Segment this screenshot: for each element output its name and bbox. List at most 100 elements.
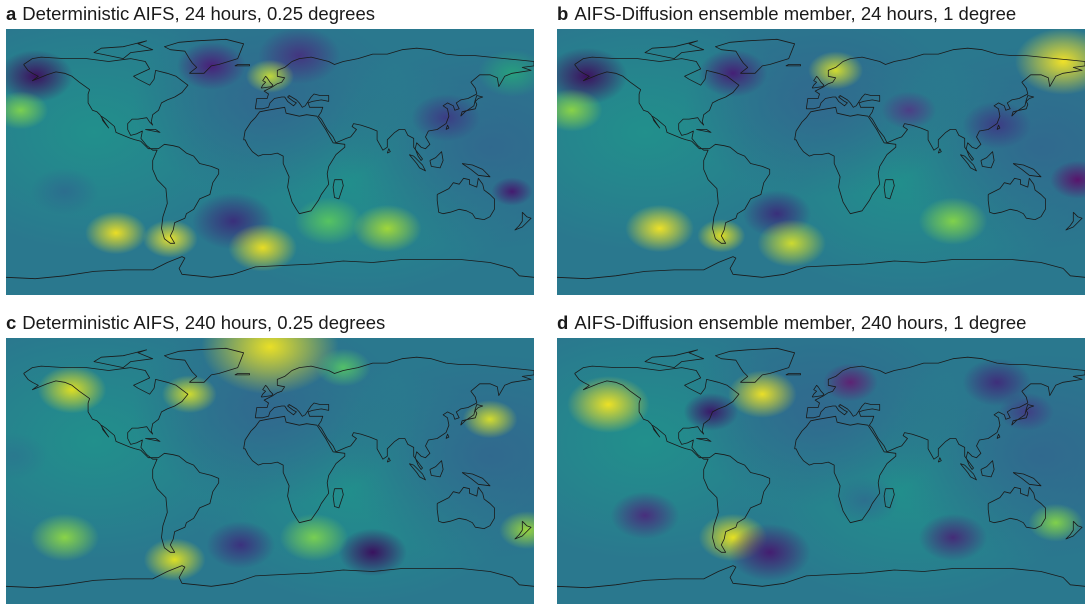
coastline: [408, 154, 426, 172]
field-anomaly: [918, 513, 988, 562]
coastline: [557, 565, 1085, 589]
field-anomaly: [338, 528, 407, 577]
map-d: [557, 338, 1085, 604]
coastline: [996, 433, 1001, 439]
coastline: [445, 124, 450, 130]
coastline: [644, 40, 705, 60]
coastline: [574, 365, 771, 553]
coastline: [959, 154, 977, 172]
field-anomaly: [161, 375, 217, 414]
coastline: [696, 438, 712, 442]
field-anomaly: [477, 49, 534, 98]
field-anomaly: [6, 91, 49, 130]
coastline: [429, 151, 444, 169]
coastline: [805, 356, 1085, 470]
map-svg: [6, 338, 534, 604]
field-anomaly: [499, 511, 534, 550]
panel-title: a Deterministic AIFS, 24 hours, 0.25 degr…: [6, 2, 375, 26]
coastline: [332, 179, 344, 200]
coastline: [1065, 520, 1083, 540]
field-anomaly: [557, 88, 603, 132]
coastline: [234, 373, 250, 376]
field-anomaly: [279, 513, 349, 562]
coastline: [883, 488, 895, 509]
coastline: [243, 415, 346, 524]
coastline: [145, 129, 161, 133]
field-anomaly: [625, 204, 694, 253]
coastline: [557, 256, 1085, 280]
panel-d: d AIFS-Diffusion ensemble member, 240 hou…: [551, 309, 1085, 609]
panel-title-text: Deterministic AIFS, 240 hours, 0.25 degr…: [22, 312, 386, 333]
coastline: [937, 148, 942, 154]
field-anomaly: [206, 521, 275, 569]
map-svg: [557, 338, 1085, 604]
coastline: [794, 415, 897, 524]
field-anomaly: [142, 219, 198, 258]
panel-letter: a: [6, 3, 17, 24]
coastline: [644, 349, 705, 369]
coastline: [6, 565, 534, 589]
field-anomaly: [962, 358, 1032, 407]
panel-title: b AIFS-Diffusion ensemble member, 24 hour…: [557, 2, 1016, 26]
map-svg: [6, 29, 534, 295]
coastline: [996, 124, 1001, 130]
field-anomaly: [918, 197, 988, 245]
panel-letter: d: [557, 312, 569, 333]
field-anomaly: [822, 363, 878, 402]
field-anomaly: [245, 59, 295, 93]
field-anomaly: [808, 51, 864, 90]
coastline: [234, 64, 250, 67]
coastline: [461, 472, 491, 487]
coastline: [1011, 404, 1035, 426]
coastline: [696, 129, 712, 133]
field-anomaly: [228, 223, 297, 272]
coastline: [1012, 163, 1042, 178]
coastline: [260, 75, 274, 89]
coastline: [163, 38, 245, 74]
coastline: [145, 438, 161, 442]
coastline: [461, 163, 491, 178]
map-svg: [557, 29, 1085, 295]
panel-title-text: AIFS-Diffusion ensemble member, 24 hours…: [574, 3, 1017, 24]
map-b: [557, 29, 1085, 295]
coastline: [93, 40, 154, 60]
field-anomaly: [37, 365, 107, 414]
panel-b: b AIFS-Diffusion ensemble member, 24 hour…: [551, 0, 1085, 300]
coastline: [460, 95, 484, 117]
field-anomaly: [881, 91, 937, 130]
coastline: [987, 486, 1046, 530]
panel-title-text: Deterministic AIFS, 24 hours, 0.25 degre…: [22, 3, 375, 24]
field-anomaly: [6, 432, 48, 480]
coastline: [1011, 95, 1035, 117]
coastline: [6, 256, 534, 280]
coastline: [254, 47, 534, 161]
coastline: [980, 460, 995, 478]
field-anomaly: [30, 513, 99, 562]
panel-title: c Deterministic AIFS, 240 hours, 0.25 deg…: [6, 311, 385, 335]
field-anomaly: [757, 219, 826, 268]
coastline: [429, 460, 444, 478]
coastline: [574, 56, 771, 244]
coastline: [1065, 211, 1083, 231]
field-anomaly: [698, 49, 768, 98]
coastline: [794, 106, 897, 215]
field-anomaly: [1014, 29, 1085, 95]
coastline: [386, 148, 391, 154]
field-anomaly: [6, 50, 74, 103]
coastline: [785, 64, 801, 67]
coastline: [386, 457, 391, 463]
coastline: [811, 384, 825, 398]
coastline: [332, 488, 344, 509]
coastline: [785, 373, 801, 376]
panel-letter: c: [6, 312, 17, 333]
field-anomaly: [1028, 503, 1084, 542]
coastline: [163, 347, 245, 383]
coastline: [436, 486, 495, 530]
panel-title: d AIFS-Diffusion ensemble member, 240 hou…: [557, 311, 1026, 335]
coastline: [436, 177, 495, 221]
map-c: [6, 338, 534, 604]
field-anomaly: [567, 375, 650, 434]
coastline: [987, 177, 1046, 221]
coastline: [514, 520, 532, 540]
coastline: [714, 347, 796, 383]
